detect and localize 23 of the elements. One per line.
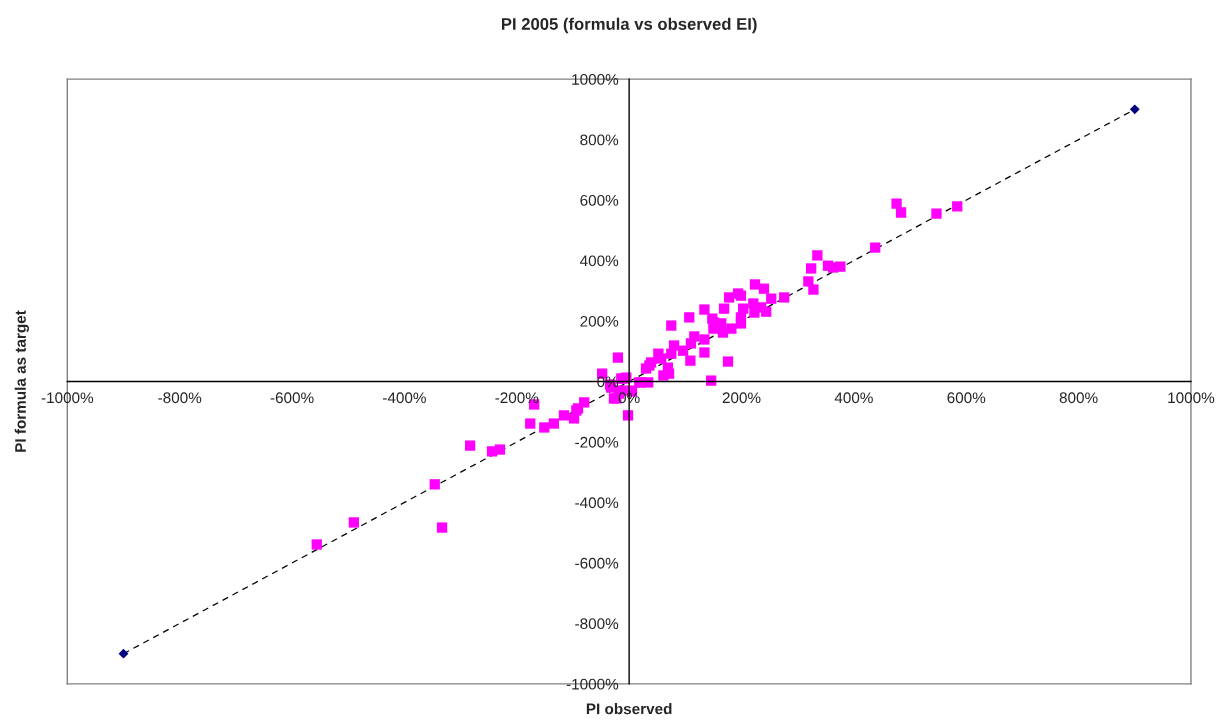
y-tick-label: 200% bbox=[580, 315, 619, 327]
y-tick-label: 1000% bbox=[572, 74, 619, 85]
x-tick-label: 1000% bbox=[1168, 392, 1215, 404]
y-tick-label: -800% bbox=[575, 618, 619, 630]
y-tick-label: 0% bbox=[597, 376, 619, 388]
y-tick-label: -200% bbox=[575, 436, 619, 448]
x-tick-label: 400% bbox=[834, 392, 873, 404]
x-axis-title: PI observed bbox=[586, 703, 672, 715]
y-axis-title: PI formula as target bbox=[14, 310, 29, 452]
y-tick-label: -1000% bbox=[566, 678, 619, 690]
chart-title: PI 2005 (formula vs observed EI) bbox=[501, 17, 757, 34]
x-tick-label: -800% bbox=[158, 392, 202, 404]
y-tick-label: -600% bbox=[575, 557, 619, 569]
y-tick-label: 800% bbox=[580, 134, 619, 146]
x-tick-label: 200% bbox=[722, 392, 761, 404]
x-tick-label: -600% bbox=[270, 392, 314, 404]
y-tick-label: 600% bbox=[580, 194, 619, 206]
x-tick-label: 800% bbox=[1059, 392, 1098, 404]
x-tick-label: -200% bbox=[495, 392, 539, 404]
x-tick-label: -400% bbox=[383, 392, 426, 404]
y-tick-label: -400% bbox=[575, 497, 619, 509]
x-tick-label: 600% bbox=[947, 392, 986, 404]
y-tick-label: 400% bbox=[580, 255, 619, 267]
